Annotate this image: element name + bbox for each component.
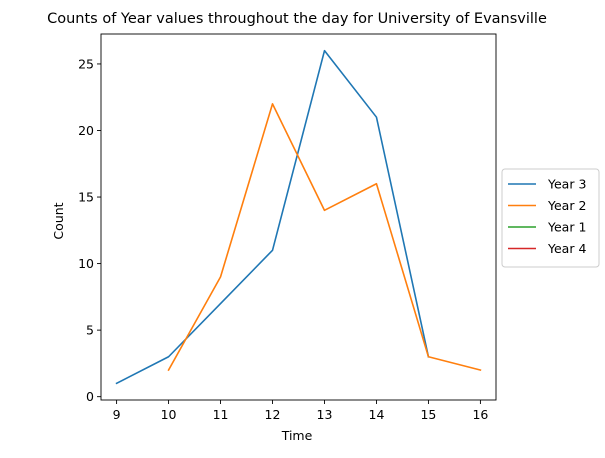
y-tick-label: 5 — [86, 323, 94, 338]
x-tick-label: 9 — [113, 407, 121, 422]
x-tick-label: 11 — [213, 407, 229, 422]
legend-label: Year 4 — [547, 241, 586, 256]
legend-label: Year 2 — [547, 198, 586, 213]
y-tick-label: 25 — [78, 56, 94, 71]
chart-title: Counts of Year values throughout the day… — [47, 11, 547, 27]
x-tick-label: 14 — [369, 407, 385, 422]
legend: Year 3 Year 2 Year 1 Year 4 — [501, 168, 600, 268]
y-tick-label: 10 — [78, 256, 94, 271]
y-tick-label: 15 — [78, 190, 94, 205]
plot-area: 9 10 11 12 13 14 15 16 0 5 10 15 20 25 — [78, 33, 497, 422]
y-axis-label: Count — [51, 202, 66, 239]
series-line-year-3 — [115, 49, 430, 385]
x-tick-label: 13 — [317, 407, 333, 422]
x-axis-label: Time — [281, 428, 313, 443]
x-tick-label: 15 — [420, 407, 436, 422]
legend-box — [501, 168, 600, 268]
x-tick-label: 16 — [472, 407, 488, 422]
legend-label: Year 3 — [547, 177, 586, 192]
y-tick-label: 20 — [78, 123, 94, 138]
series-line-year-2 — [167, 103, 482, 372]
x-tick-label: 12 — [265, 407, 281, 422]
legend-label: Year 1 — [547, 220, 586, 235]
x-tick-label: 10 — [161, 407, 177, 422]
plot-frame — [100, 33, 497, 401]
y-tick-label: 0 — [86, 389, 94, 404]
